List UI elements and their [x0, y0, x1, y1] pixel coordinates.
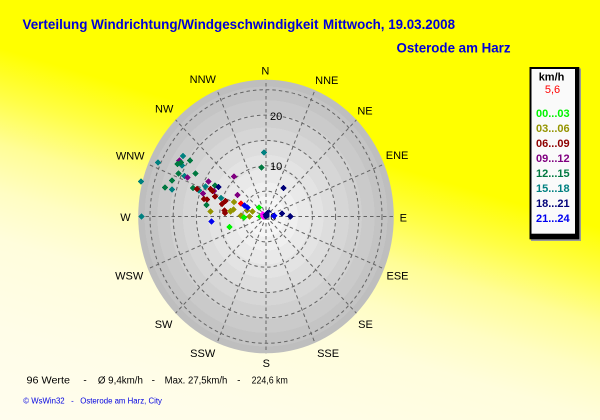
svg-text:© WsWin32 - Osterode am Ha: © WsWin32 - Osterode am Harz, City: [23, 397, 162, 406]
svg-text:E: E: [400, 213, 407, 225]
svg-text:W: W: [120, 212, 131, 224]
svg-text:15...18: 15...18: [536, 183, 570, 195]
svg-text:12...15: 12...15: [536, 168, 570, 180]
svg-text:-: -: [152, 376, 155, 387]
svg-text:SW: SW: [155, 319, 173, 331]
svg-text:NW: NW: [155, 104, 174, 116]
svg-text:ESE: ESE: [386, 270, 408, 282]
svg-text:10: 10: [270, 161, 282, 173]
svg-text:NNW: NNW: [190, 74, 217, 86]
svg-text:Osterode am Harz: Osterode am Harz: [397, 40, 511, 56]
svg-text:03...06: 03...06: [536, 123, 570, 135]
svg-text:SE: SE: [358, 319, 373, 331]
svg-text:20: 20: [270, 111, 282, 123]
svg-text:96 Werte: 96 Werte: [27, 376, 71, 387]
svg-text:06...09: 06...09: [536, 138, 570, 150]
svg-text:224,6 km: 224,6 km: [252, 376, 288, 387]
svg-text:NE: NE: [357, 105, 372, 117]
svg-text:SSE: SSE: [317, 348, 339, 360]
svg-text:5,6: 5,6: [545, 84, 560, 96]
svg-text:Mittwoch, 19.03.2008: Mittwoch, 19.03.2008: [323, 16, 455, 32]
svg-text:WNW: WNW: [116, 150, 145, 162]
svg-text:Max. 27,5km/h: Max. 27,5km/h: [165, 376, 228, 387]
svg-text:NNE: NNE: [315, 75, 338, 87]
svg-text:18...21: 18...21: [536, 198, 570, 210]
svg-text:-: -: [237, 376, 240, 387]
svg-text:S: S: [263, 358, 270, 370]
svg-text:-: -: [83, 376, 86, 387]
svg-text:ENE: ENE: [386, 150, 409, 162]
svg-text:N: N: [261, 66, 269, 78]
svg-text:km/h: km/h: [539, 71, 565, 83]
svg-text:Verteilung Windrichtung/Windge: Verteilung Windrichtung/Windgeschwindigk…: [23, 16, 319, 32]
svg-text:WSW: WSW: [115, 270, 144, 282]
svg-text:Ø 9,4km/h: Ø 9,4km/h: [98, 376, 143, 387]
svg-text:SSW: SSW: [190, 348, 216, 360]
svg-text:09...12: 09...12: [536, 153, 570, 165]
svg-text:00...03: 00...03: [536, 108, 570, 120]
svg-text:21...24: 21...24: [536, 213, 571, 225]
